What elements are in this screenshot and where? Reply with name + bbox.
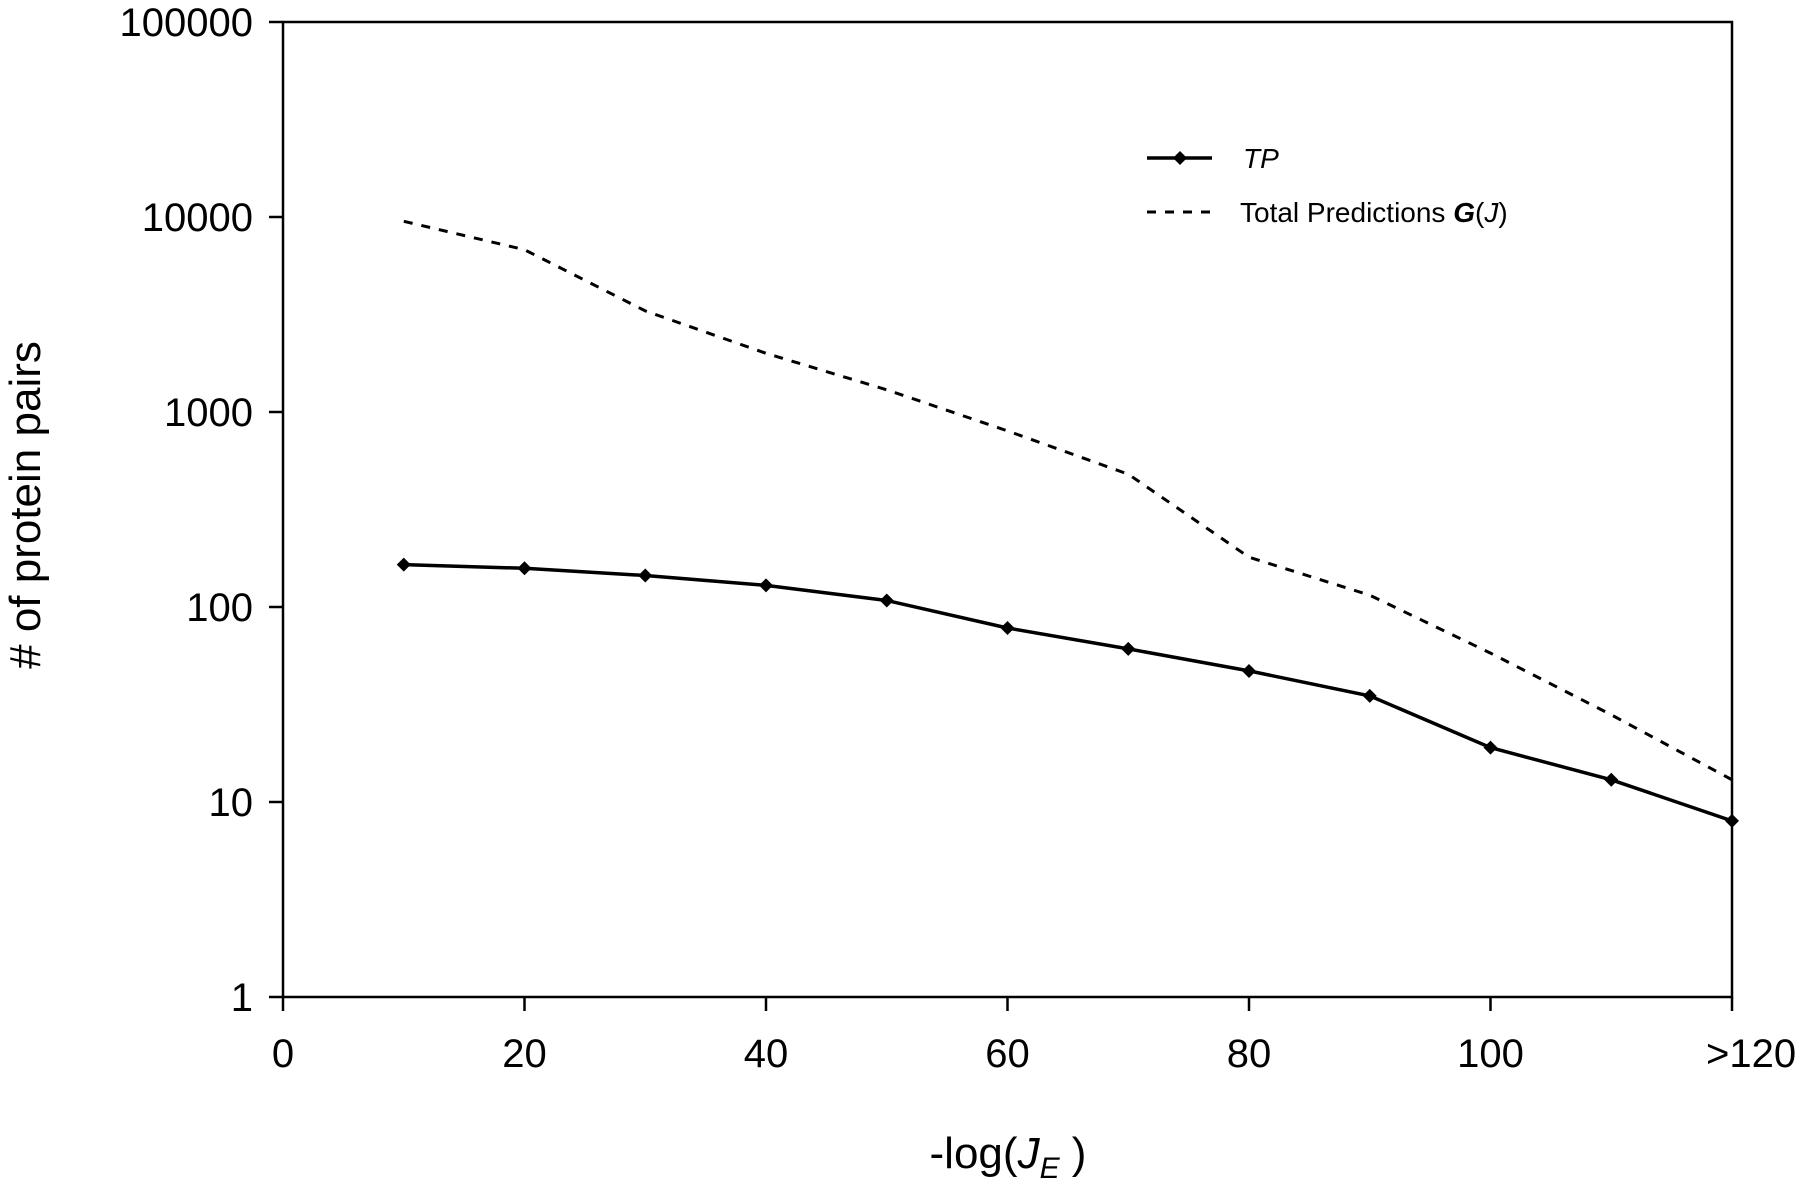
series-line-total-predictions <box>403 219 1733 782</box>
x-axis-ticks: 0 20 40 60 80 100 >120 <box>272 997 1796 1076</box>
x-tick-label: 80 <box>1227 1032 1272 1076</box>
legend-label-total: Total Predictions G(J) <box>1240 197 1508 228</box>
legend-marker-tp <box>1173 151 1187 165</box>
y-tick-label: 1 <box>231 976 253 1020</box>
x-tick-label: 40 <box>744 1032 789 1076</box>
tp-data-point <box>759 578 773 593</box>
tp-data-point <box>1725 813 1739 828</box>
y-axis-title: # of protein pairs <box>1 341 50 669</box>
y-tick-label: 100000 <box>120 1 253 45</box>
tp-data-point <box>1604 772 1619 787</box>
x-tick-label: 0 <box>272 1032 294 1076</box>
y-tick-label: 100 <box>186 586 253 630</box>
tp-data-point <box>879 593 894 608</box>
plot-area <box>281 20 1734 999</box>
series-layer <box>396 219 1739 828</box>
tp-data-point <box>517 561 532 576</box>
x-tick-label: 60 <box>985 1032 1030 1076</box>
y-tick-label: 1000 <box>164 391 253 435</box>
tp-data-point <box>1121 641 1136 656</box>
y-tick-label: 10000 <box>142 196 253 240</box>
tp-data-point <box>396 557 411 572</box>
legend-label-tp: TP <box>1243 143 1279 174</box>
tp-data-point <box>1362 688 1377 703</box>
tp-data-point <box>1242 663 1256 678</box>
x-tick-label: 20 <box>502 1032 547 1076</box>
x-axis-title: -log(JE ) <box>930 1129 1087 1185</box>
tp-data-point <box>638 568 653 583</box>
tp-data-point <box>1483 740 1498 755</box>
y-tick-label: 10 <box>209 781 254 825</box>
tp-data-point <box>1000 621 1015 636</box>
y-axis-ticks: 1 10 100 1000 10000 100000 <box>120 1 283 1020</box>
x-tick-label: 100 <box>1457 1032 1524 1076</box>
legend: TP Total Predictions G(J) <box>1147 143 1508 228</box>
series-line-tp <box>403 562 1733 823</box>
x-tick-label: >120 <box>1706 1032 1796 1076</box>
